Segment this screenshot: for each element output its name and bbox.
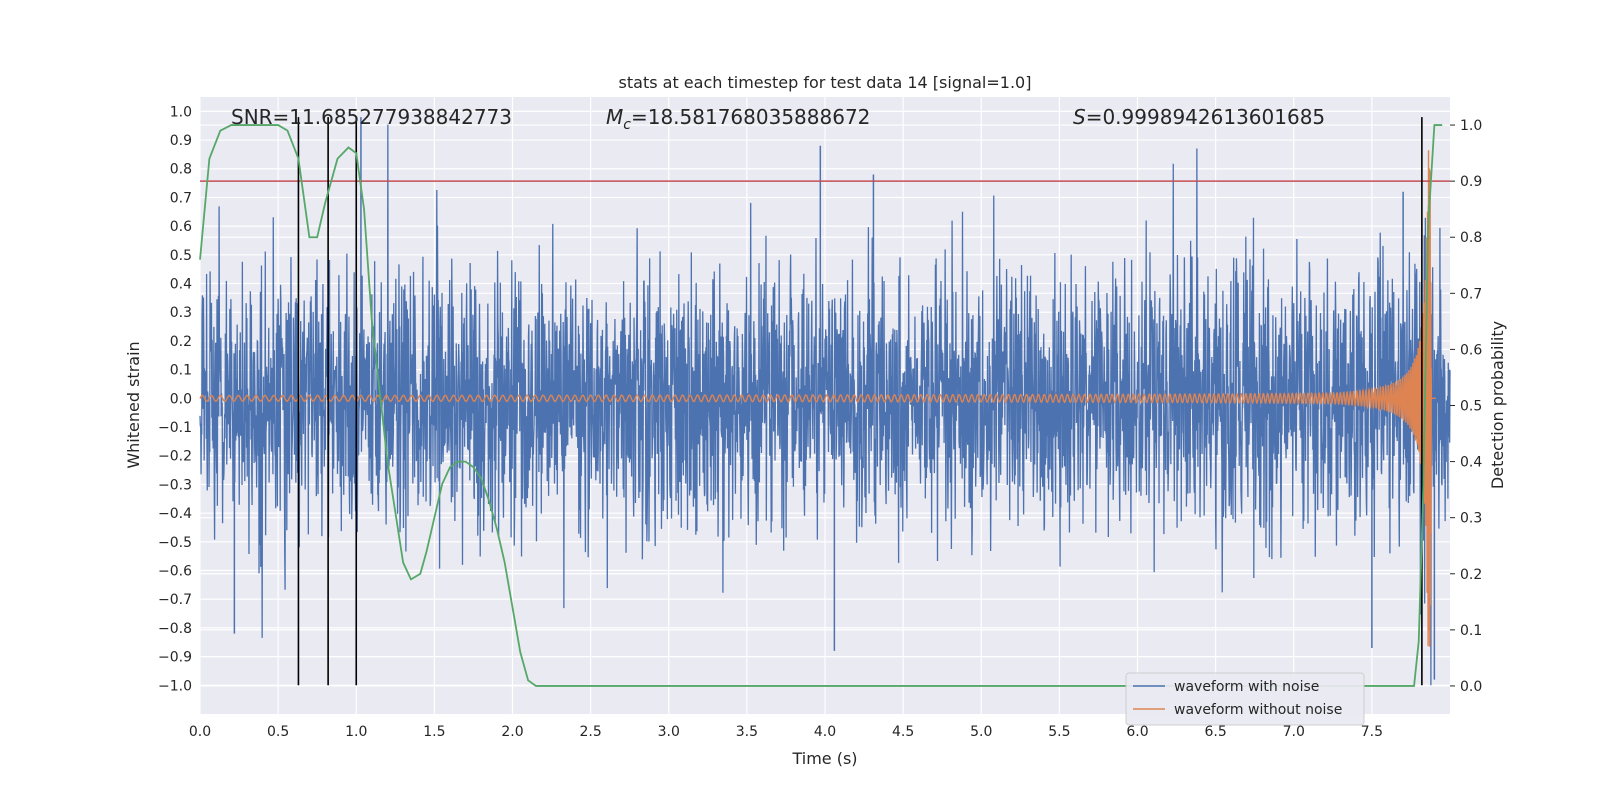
- x-tick-label: 4.0: [814, 724, 836, 740]
- x-tick-label: 6.0: [1126, 724, 1148, 740]
- y2-axis-label: Detection probability: [1488, 321, 1507, 489]
- mc-annotation: Mc=18.581768035888672: [606, 105, 870, 133]
- y2-tick-label: 0.2: [1460, 567, 1482, 583]
- y2-tick-label: 0.1: [1460, 623, 1482, 639]
- y-tick-label: −0.6: [158, 564, 192, 580]
- overlay: [199, 117, 1450, 687]
- legend-label-clean: waveform without noise: [1174, 702, 1342, 718]
- y-tick-label: 0.4: [170, 277, 192, 293]
- y-tick-label: 0.1: [170, 363, 192, 379]
- y-tick-label: −0.7: [158, 592, 192, 608]
- y-tick-label: −0.8: [158, 621, 192, 637]
- y2-tick-label: 0.8: [1460, 230, 1482, 246]
- legend-box: [1125, 672, 1365, 726]
- y-tick-label: 0.5: [170, 248, 192, 264]
- x-tick-label: 2.5: [579, 724, 601, 740]
- x-tick-label: 6.5: [1204, 724, 1226, 740]
- y-tick-label: 0.2: [170, 334, 192, 350]
- x-tick-label: 5.0: [970, 724, 992, 740]
- y-tick-label: 0.7: [170, 190, 192, 206]
- x-tick-label: 1.0: [345, 724, 367, 740]
- s-annotation: S=0.9998942613601685: [1073, 105, 1325, 129]
- y2-tick-label: 0.0: [1460, 679, 1482, 695]
- x-tick-label: 2.0: [501, 724, 523, 740]
- x-tick-label: 7.0: [1283, 724, 1305, 740]
- y-tick-label: 0.0: [170, 391, 192, 407]
- y-tick-label: 0.8: [170, 162, 192, 178]
- y-tick-label: 0.6: [170, 219, 192, 235]
- y-axis-label: Whitened strain: [124, 341, 143, 468]
- y-tick-label: 0.9: [170, 133, 192, 149]
- x-tick-label: 3.5: [736, 724, 758, 740]
- y-tick-label: −0.9: [158, 650, 192, 666]
- mc-subscript: c: [623, 117, 631, 133]
- y2-tick-label: 0.3: [1460, 511, 1482, 527]
- x-axis-label: Time (s): [791, 749, 857, 768]
- x-tick-label: 4.5: [892, 724, 914, 740]
- chart-title: stats at each timestep for test data 14 …: [619, 73, 1032, 92]
- mc-value: =18.581768035888672: [631, 105, 870, 129]
- y2-tick-label: 0.6: [1460, 342, 1482, 358]
- snr-annotation: SNR=11.685277938842773: [231, 105, 512, 129]
- legend-label-noise: waveform with noise: [1174, 679, 1319, 695]
- y2-tick-label: 0.7: [1460, 286, 1482, 302]
- y2-tick-label: 0.9: [1460, 174, 1482, 190]
- ticks: 0.0 0.5 1.0 1.5 2.0 2.5 3.0 3.5 4.0 4.5 5.0 5.5 6.0 6…: [158, 104, 1482, 740]
- y-tick-label: 0.3: [170, 305, 192, 321]
- y-tick-label: −0.4: [158, 506, 192, 522]
- x-tick-label: 0.5: [267, 724, 289, 740]
- x-tick-label: 5.5: [1048, 724, 1070, 740]
- y2-tick-label: 1.0: [1460, 118, 1482, 134]
- s-symbol: S: [1073, 105, 1086, 129]
- y-tick-label: −0.5: [158, 535, 192, 551]
- x-tick-label: 3.0: [658, 724, 680, 740]
- y2-tick-label: 0.4: [1460, 455, 1482, 471]
- detection-probability-line: [199, 124, 1443, 687]
- y-tick-label: −1.0: [158, 678, 192, 694]
- x-tick-label: 0.0: [189, 724, 211, 740]
- mc-symbol: M: [606, 105, 623, 129]
- s-value: =0.9998942613601685: [1086, 105, 1325, 129]
- y-tick-label: 1.0: [170, 104, 192, 120]
- x-tick-label: 1.5: [423, 724, 445, 740]
- y-tick-label: −0.1: [158, 420, 192, 436]
- noise-series: [199, 117, 1451, 686]
- noise-waveform-line: [199, 124, 1451, 686]
- legend: waveform with noise waveform without noi…: [1125, 672, 1365, 726]
- y-tick-label: −0.3: [158, 477, 192, 493]
- clean-series: [199, 150, 1436, 647]
- clean-waveform-line: [199, 150, 1436, 647]
- x-tick-label: 7.5: [1361, 724, 1383, 740]
- y-tick-label: −0.2: [158, 449, 192, 465]
- y2-tick-label: 0.5: [1460, 399, 1482, 415]
